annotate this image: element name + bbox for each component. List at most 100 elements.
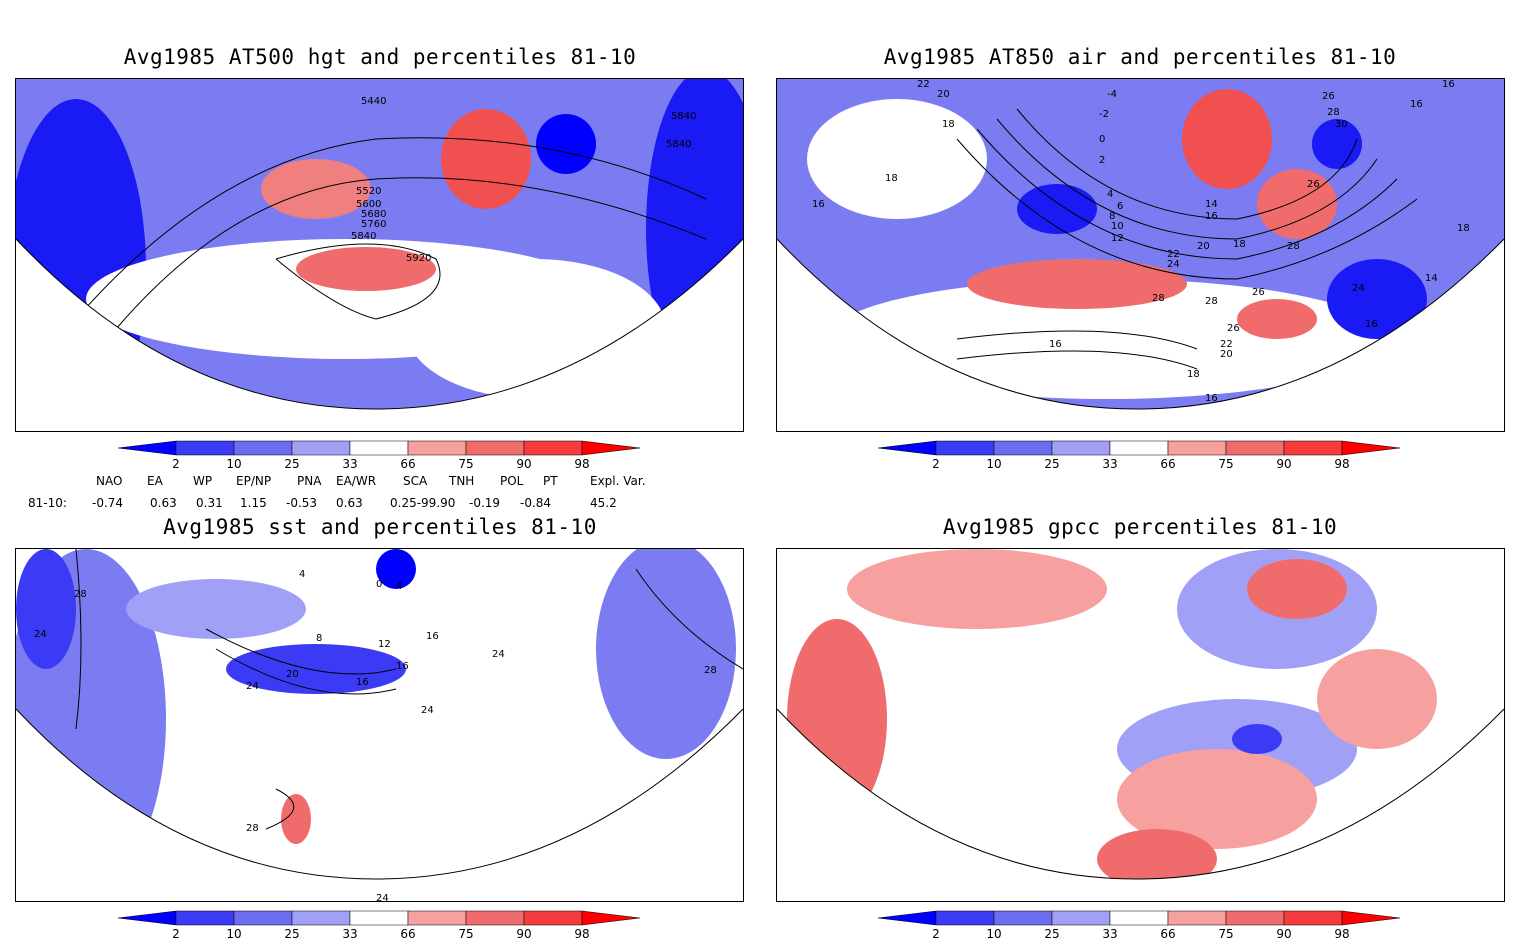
colorbar-swatch [1225,440,1285,456]
contour-label: 20 [1220,349,1233,360]
contour-label: 28 [246,823,259,834]
contour-label: 16 [1205,211,1218,222]
contour-label: 20 [1197,241,1210,252]
colorbar-swatch [1225,910,1285,926]
map-hgt: 5440 5840 5840 5520 5600 5680 5760 5840 … [16,79,743,410]
index-header: WP [193,474,213,488]
colorbar-label: 98 [1334,927,1350,941]
colorbar-label: 90 [1276,457,1292,471]
colorbar-swatch [1109,440,1169,456]
index-value: -0.74 [92,496,124,510]
colorbar-swatches [118,440,641,456]
colorbar-label: 66 [400,457,416,471]
contour-label: 8 [316,633,322,644]
index-header: EA [147,474,163,488]
colorbar-swatch [465,440,525,456]
index-value: 0.63 [150,496,177,510]
contour-label: 12 [378,639,391,650]
colorbar-triangle-low [878,910,937,926]
colorbar-label: 66 [1160,927,1176,941]
contour-label: 18 [1457,223,1470,234]
contour-label: 28 [74,589,87,600]
contour-label: 5680 [361,209,386,220]
contour-label: 16 [1365,319,1378,330]
contour-label: 28 [704,665,717,676]
contour-label: 16 [356,677,369,688]
colorbar-swatch [233,440,293,456]
contour-label: 16 [1049,339,1062,350]
colorbar-label: 25 [1044,457,1060,471]
contour-label: 12 [1111,233,1124,244]
colorbar-label: 10 [986,927,1002,941]
contour-label: 16 [812,199,825,210]
index-header: EP/NP [236,474,272,488]
colorbar-label: 33 [342,927,358,941]
contour-label: 5840 [351,231,376,242]
contour-label: 0 [1099,134,1105,145]
colorbar-swatch [993,910,1053,926]
colorbar-label: 75 [458,927,474,941]
index-header: SCA [403,474,428,488]
index-header: Expl. Var. [590,474,646,488]
index-value: 0.25-99.90 [390,496,456,510]
colorbar-swatch [291,440,351,456]
contour-label: 26 [1227,323,1240,334]
colorbar-label: 2 [172,457,180,471]
colorbar-label: 10 [226,927,242,941]
colorbar-triangle-low [878,440,937,456]
colorbar-swatch [523,910,583,926]
contour-label: -2 [1099,109,1109,120]
colorbar-swatch [1051,440,1111,456]
colorbar-top-left: 2 10 25 33 66 75 90 98 [118,439,646,475]
colorbar-label: 75 [1218,927,1234,941]
contour-label: 5440 [361,96,386,107]
colorbar-swatch [291,910,351,926]
index-header: POL [500,474,524,488]
colorbar-label: 90 [1276,927,1292,941]
indices-table: NAO EA WP EP/NP PNA EA/WR SCA TNH POL PT… [0,474,760,514]
colorbar-label: 2 [172,927,180,941]
index-value: 1.15 [240,496,267,510]
contour-label: 4 [299,569,305,580]
colorbar-label: 10 [986,457,1002,471]
contour-label: 24 [34,629,47,640]
colorbar-triangle-low [118,910,177,926]
contour-label: 14 [1205,199,1218,210]
contour-label: 0 [376,579,382,590]
contour-label: 30 [1335,119,1348,130]
colorbar-swatch [233,910,293,926]
colorbar-swatch [1109,910,1169,926]
colorbar-triangle-low [118,440,177,456]
colorbar-swatch [175,440,235,456]
colorbar-swatch [1283,910,1343,926]
colorbar-swatches [878,440,1401,456]
colorbar-label: 75 [1218,457,1234,471]
contour-label: 10 [1111,221,1124,232]
map-air: 22 20 18 -4 -2 0 2 4 6 8 10 12 14 16 18 … [777,79,1504,410]
colorbar-swatch [1051,910,1111,926]
contour-label: 28 [1205,296,1218,307]
contour-label: 24 [492,649,505,660]
colorbar-label: 90 [516,457,532,471]
contour-label: 5600 [356,199,381,210]
contour-label: 24 [246,681,259,692]
colorbar-label: 33 [342,457,358,471]
colorbar-label: 10 [226,457,242,471]
contour-label: -4 [1107,89,1117,100]
colorbar-label: 66 [1160,457,1176,471]
map-panel-sst: 28 24 4 0 4 8 12 16 20 24 16 16 24 24 28… [15,548,744,902]
contour-label: 20 [286,669,299,680]
colorbar-swatch [407,910,467,926]
colorbar-label: 75 [458,457,474,471]
panel-title-air: Avg1985 AT850 air and percentiles 81-10 [883,45,1397,69]
colorbar-swatches [118,910,641,926]
colorbar-label: 2 [932,927,940,941]
index-header: NAO [96,474,123,488]
index-header: TNH [449,474,475,488]
contour-label: 14 [1425,273,1438,284]
contour-label: 28 [1152,293,1165,304]
contour-label: 4 [396,581,402,592]
contour-label: 24 [421,705,434,716]
index-value: 45.2 [590,496,617,510]
contour-label: 5920 [406,253,431,264]
